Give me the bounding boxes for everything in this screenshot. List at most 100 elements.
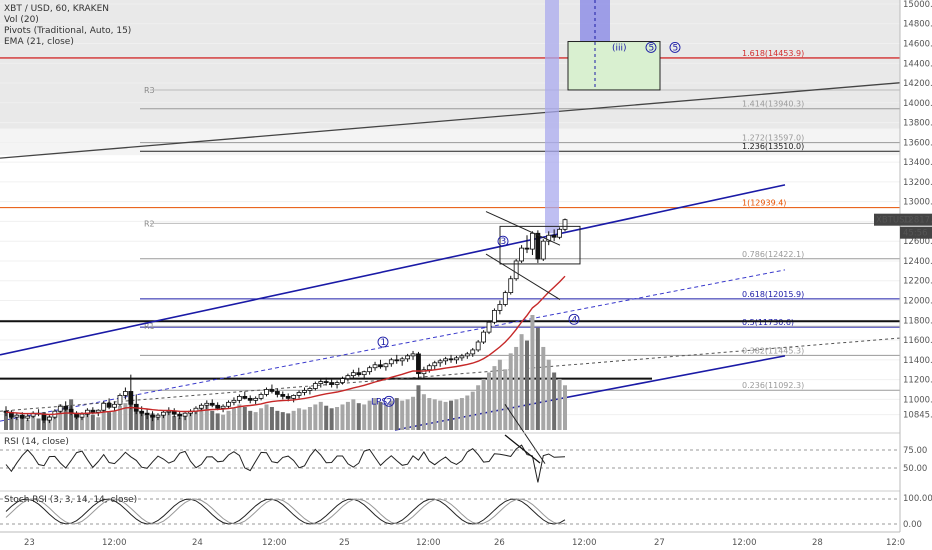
volume-bar	[313, 404, 318, 430]
rsi-pane	[0, 432, 900, 483]
rsi-trend-line	[504, 404, 546, 464]
candle-body	[264, 389, 269, 395]
candle-body	[182, 412, 188, 417]
volume-bar	[210, 410, 215, 430]
price-tick-label: 12200.0	[903, 277, 932, 287]
stoch-tick-label: 100.00	[903, 494, 932, 504]
volume-bar	[90, 414, 95, 430]
pivot-label: R1	[144, 322, 155, 331]
indicator-pivots: Pivots (Traditional, Auto, 15)	[4, 26, 132, 36]
stoch-rsi-pane	[0, 490, 900, 525]
candle-body	[356, 372, 362, 376]
candle-body	[209, 402, 215, 406]
candle-body	[383, 363, 389, 368]
fib-label: 0.5(11730.6)	[742, 318, 794, 327]
price-tick-label: 13400.0	[903, 158, 932, 168]
stoch-d-line	[5, 498, 566, 525]
candle-body	[226, 401, 231, 407]
volume-bar	[427, 398, 432, 430]
volume-bar	[286, 413, 291, 430]
candle-body	[497, 304, 503, 311]
candle-body	[19, 414, 25, 419]
price-tick-label: 10845.0	[903, 411, 932, 421]
volume-bar	[25, 419, 30, 430]
ema-path	[5, 275, 566, 416]
candle-body	[334, 382, 340, 385]
candle-body	[486, 321, 492, 333]
volume-bar	[487, 372, 492, 430]
volume-bar	[356, 403, 361, 430]
candle-body	[204, 402, 210, 406]
candle-body	[14, 414, 20, 418]
fib-label: 1.272(13597.0)	[742, 134, 804, 143]
volume-bar	[20, 417, 25, 430]
volume-bar	[155, 417, 160, 430]
candle-body	[481, 331, 486, 343]
candle-body	[448, 358, 454, 361]
candle-body	[350, 372, 356, 377]
volume-bar	[394, 398, 399, 430]
price-tick-label: 14800.0	[903, 20, 932, 30]
candle-body	[535, 232, 541, 260]
volume-bar	[107, 412, 112, 430]
rsi-tick-label: 75.00	[903, 446, 927, 456]
volume-bar	[226, 410, 231, 430]
upper-trend-line	[0, 79, 932, 159]
time-tick-label: 24	[192, 538, 203, 548]
volume-bar	[58, 404, 63, 430]
stoch-tick-label: 0.00	[903, 520, 922, 530]
volume-bar	[307, 407, 312, 430]
wave-circle	[669, 41, 681, 53]
candle-body	[405, 355, 411, 360]
wave-circle	[383, 395, 395, 407]
volume-bar	[367, 400, 372, 430]
candle-body	[426, 365, 432, 371]
volume-bar	[443, 401, 448, 430]
volume-bar	[221, 414, 226, 430]
candle-body	[307, 388, 313, 391]
volume-bar	[411, 396, 416, 430]
price-tick-label: 12000.0	[903, 297, 932, 307]
volume-bar	[503, 369, 508, 430]
candle-body	[361, 371, 367, 376]
blue-channel-top	[0, 184, 786, 356]
candle-body	[454, 357, 459, 361]
volume-bar	[193, 410, 198, 430]
volume-bar	[405, 399, 410, 430]
price-tick-label: 13800.0	[903, 119, 932, 129]
volume-bar	[297, 408, 302, 430]
candle-body	[475, 341, 481, 351]
candle-body	[280, 394, 286, 397]
candle-body	[345, 375, 351, 379]
volume-bar	[134, 407, 139, 430]
candle-body	[47, 416, 52, 421]
symbol-title: XBT / USD, 60, KRAKEN	[4, 4, 109, 14]
time-tick-label: 23	[24, 538, 35, 548]
wave-label: 4	[572, 315, 578, 325]
time-tick-label: 12:00	[262, 538, 287, 548]
candle-body	[329, 382, 335, 385]
wave-label: 1	[381, 338, 387, 348]
candle-body	[562, 219, 568, 230]
volume-bar	[432, 399, 437, 430]
volume-bar	[340, 404, 345, 430]
wave-label: 5	[673, 43, 679, 53]
volume-bar	[476, 385, 481, 430]
candle-body	[63, 405, 69, 410]
volume-bar	[204, 405, 209, 430]
fib-label: 1(12939.4)	[742, 199, 786, 208]
wave-label: 5	[649, 43, 655, 53]
candle-body	[546, 234, 552, 242]
candle-body	[231, 399, 237, 403]
volume-bar	[470, 391, 475, 430]
volume-bar	[14, 418, 19, 430]
candle-body	[530, 232, 535, 250]
candle-body	[410, 353, 416, 357]
candle-body	[557, 228, 562, 238]
candle-body	[144, 412, 150, 416]
price-tick-label: 14400.0	[903, 59, 932, 69]
volume-bar	[400, 400, 405, 430]
volume-bar	[259, 408, 264, 430]
volume-bar	[438, 400, 443, 430]
